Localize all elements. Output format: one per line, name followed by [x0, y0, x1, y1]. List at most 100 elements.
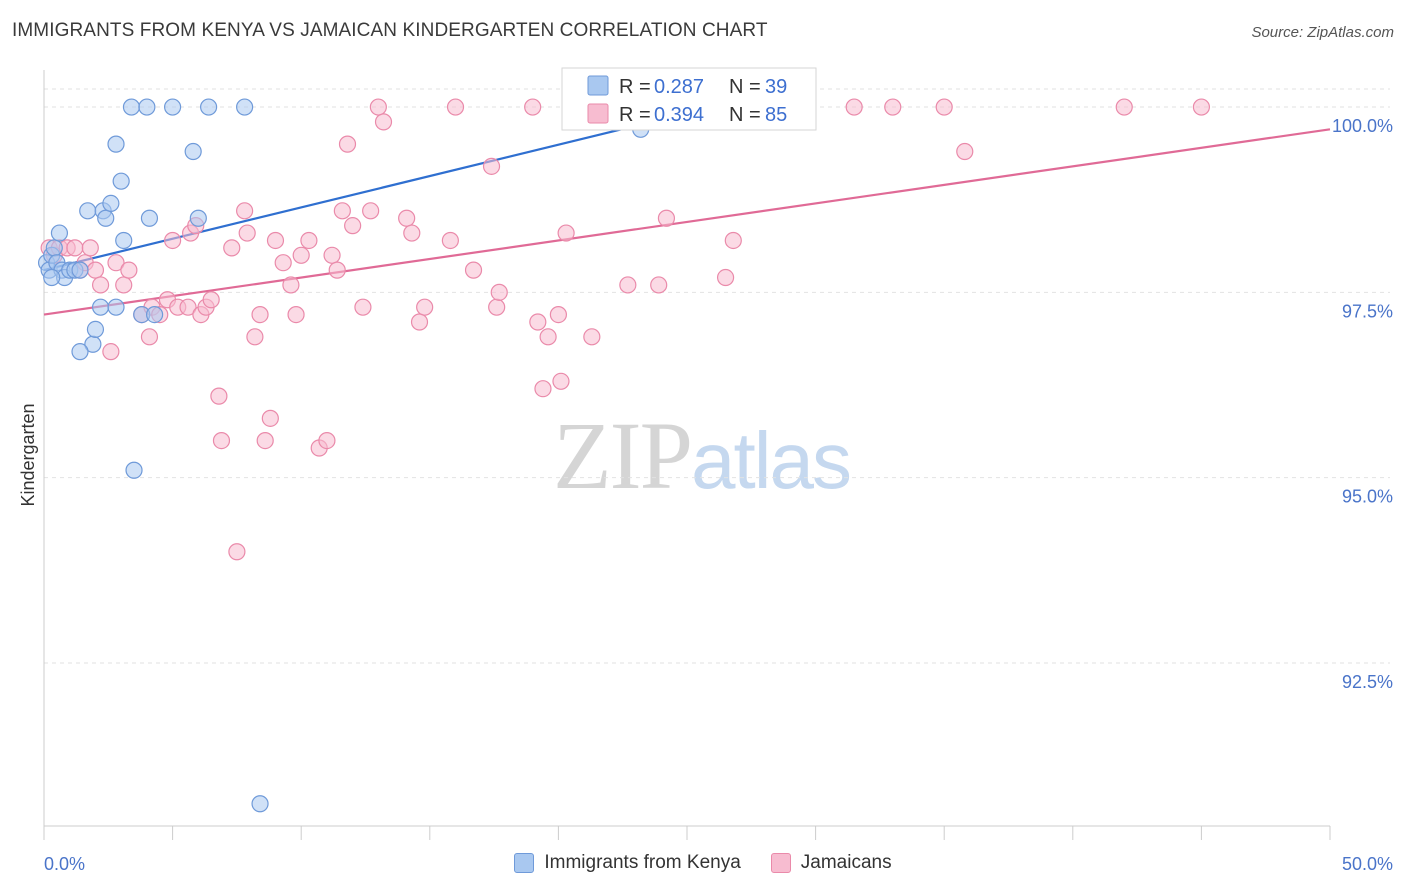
data-point-pink: [338, 135, 357, 153]
data-point-pink: [410, 313, 429, 331]
data-point-pink: [251, 305, 269, 324]
data-point-pink: [287, 305, 305, 324]
data-point-pink: [956, 142, 974, 161]
data-point-pink: [238, 224, 256, 242]
data-point-pink: [292, 246, 310, 264]
legend-label-kenya: Immigrants from Kenya: [544, 852, 741, 873]
data-point-blue: [102, 194, 120, 213]
data-point-pink: [529, 313, 547, 331]
trend-lines: [43, 105, 1331, 316]
data-points: [37, 98, 1211, 813]
source-credit: Source: ZipAtlas.com: [1251, 24, 1394, 41]
data-point-pink: [539, 328, 557, 346]
data-point-pink: [482, 157, 501, 175]
legend-r-value-blue: 0.287: [654, 76, 704, 98]
data-point-blue: [107, 298, 125, 316]
legend-swatch-kenya: [514, 853, 535, 873]
watermark: ZIPatlas: [553, 400, 852, 511]
x-tick-label-min: 0.0%: [44, 854, 85, 874]
watermark-zip: ZIP: [553, 402, 693, 509]
legend-swatch-blue: [587, 75, 609, 96]
trend-line-blue: [43, 105, 713, 272]
data-point-blue: [86, 320, 105, 339]
data-point-blue: [115, 231, 133, 250]
data-point-blue: [97, 209, 115, 227]
data-point-blue: [50, 224, 69, 242]
data-point-blue: [189, 209, 207, 227]
data-point-pink: [1115, 98, 1133, 116]
data-point-pink: [261, 409, 279, 427]
chart-title: IMMIGRANTS FROM KENYA VS JAMAICAN KINDER…: [12, 20, 768, 41]
data-point-pink: [441, 231, 459, 250]
data-point-blue: [236, 98, 254, 116]
data-point-pink: [650, 276, 668, 294]
data-point-pink: [282, 276, 300, 294]
y-axis-label: Kindergarten: [18, 403, 38, 506]
data-point-blue: [184, 142, 202, 161]
data-point-blue: [43, 268, 61, 287]
data-point-pink: [223, 239, 241, 257]
y-tick-label: 92.5%: [1342, 672, 1393, 692]
data-point-pink: [724, 231, 742, 250]
legend-n-label-pink: N =: [729, 104, 761, 126]
data-point-pink: [328, 261, 346, 279]
watermark-atlas: atlas: [691, 416, 852, 505]
data-point-pink: [300, 231, 318, 250]
data-point-pink: [86, 261, 105, 279]
data-point-blue: [79, 202, 97, 220]
axes: [43, 70, 1331, 840]
data-point-pink: [246, 328, 264, 346]
data-point-pink: [120, 261, 138, 279]
data-point-pink: [524, 98, 542, 116]
legend-item-jamaicans: Jamaicans: [770, 852, 892, 874]
legend-swatch-jamaicans: [770, 853, 791, 873]
data-point-pink: [179, 298, 197, 316]
data-point-pink: [583, 328, 601, 346]
data-point-pink: [228, 543, 246, 561]
data-point-blue: [71, 343, 89, 361]
legend-label-jamaicans: Jamaicans: [800, 852, 892, 873]
data-point-pink: [236, 202, 254, 220]
data-point-pink: [884, 98, 902, 116]
data-point-pink: [552, 372, 570, 390]
data-point-pink: [446, 98, 465, 116]
data-point-pink: [164, 231, 182, 250]
data-point-pink: [266, 231, 285, 250]
data-point-pink: [549, 305, 568, 324]
data-point-blue: [45, 239, 63, 257]
stats-legend: R = 0.287 N = 39 R = 0.394 N = 85: [561, 67, 817, 131]
data-point-blue: [112, 172, 130, 190]
data-point-blue: [138, 98, 156, 116]
data-point-pink: [344, 217, 362, 235]
data-point-blue: [125, 461, 143, 479]
data-point-pink: [490, 283, 508, 301]
legend-n-value-pink: 85: [765, 104, 787, 126]
legend-n-value-blue: 39: [765, 76, 787, 98]
data-point-pink: [212, 431, 231, 450]
data-point-pink: [403, 224, 421, 242]
data-point-pink: [557, 224, 575, 242]
x-tick-label-max: 50.0%: [1342, 854, 1393, 874]
data-point-pink: [202, 291, 220, 309]
data-point-blue: [140, 209, 159, 227]
tick-labels: 100.0% 97.5% 95.0% 92.5% 0.0% 50.0%: [44, 116, 1393, 874]
data-point-pink: [716, 268, 735, 287]
data-point-pink: [81, 239, 99, 257]
data-point-blue: [251, 795, 269, 813]
data-point-pink: [416, 298, 434, 316]
data-point-pink: [102, 343, 120, 361]
data-point-pink: [256, 431, 274, 450]
data-point-pink: [210, 387, 228, 405]
y-tick-label: 97.5%: [1342, 301, 1393, 321]
data-point-pink: [66, 239, 84, 257]
legend-item-kenya: Immigrants from Kenya: [514, 852, 741, 874]
data-point-pink: [398, 209, 416, 227]
legend-r-value-pink: 0.394: [654, 104, 704, 126]
data-point-blue: [71, 261, 89, 279]
legend-r-label-blue: R =: [619, 76, 651, 98]
data-point-blue: [200, 98, 218, 116]
data-point-pink: [323, 246, 341, 264]
data-point-pink: [657, 209, 676, 227]
data-point-pink: [845, 98, 863, 116]
